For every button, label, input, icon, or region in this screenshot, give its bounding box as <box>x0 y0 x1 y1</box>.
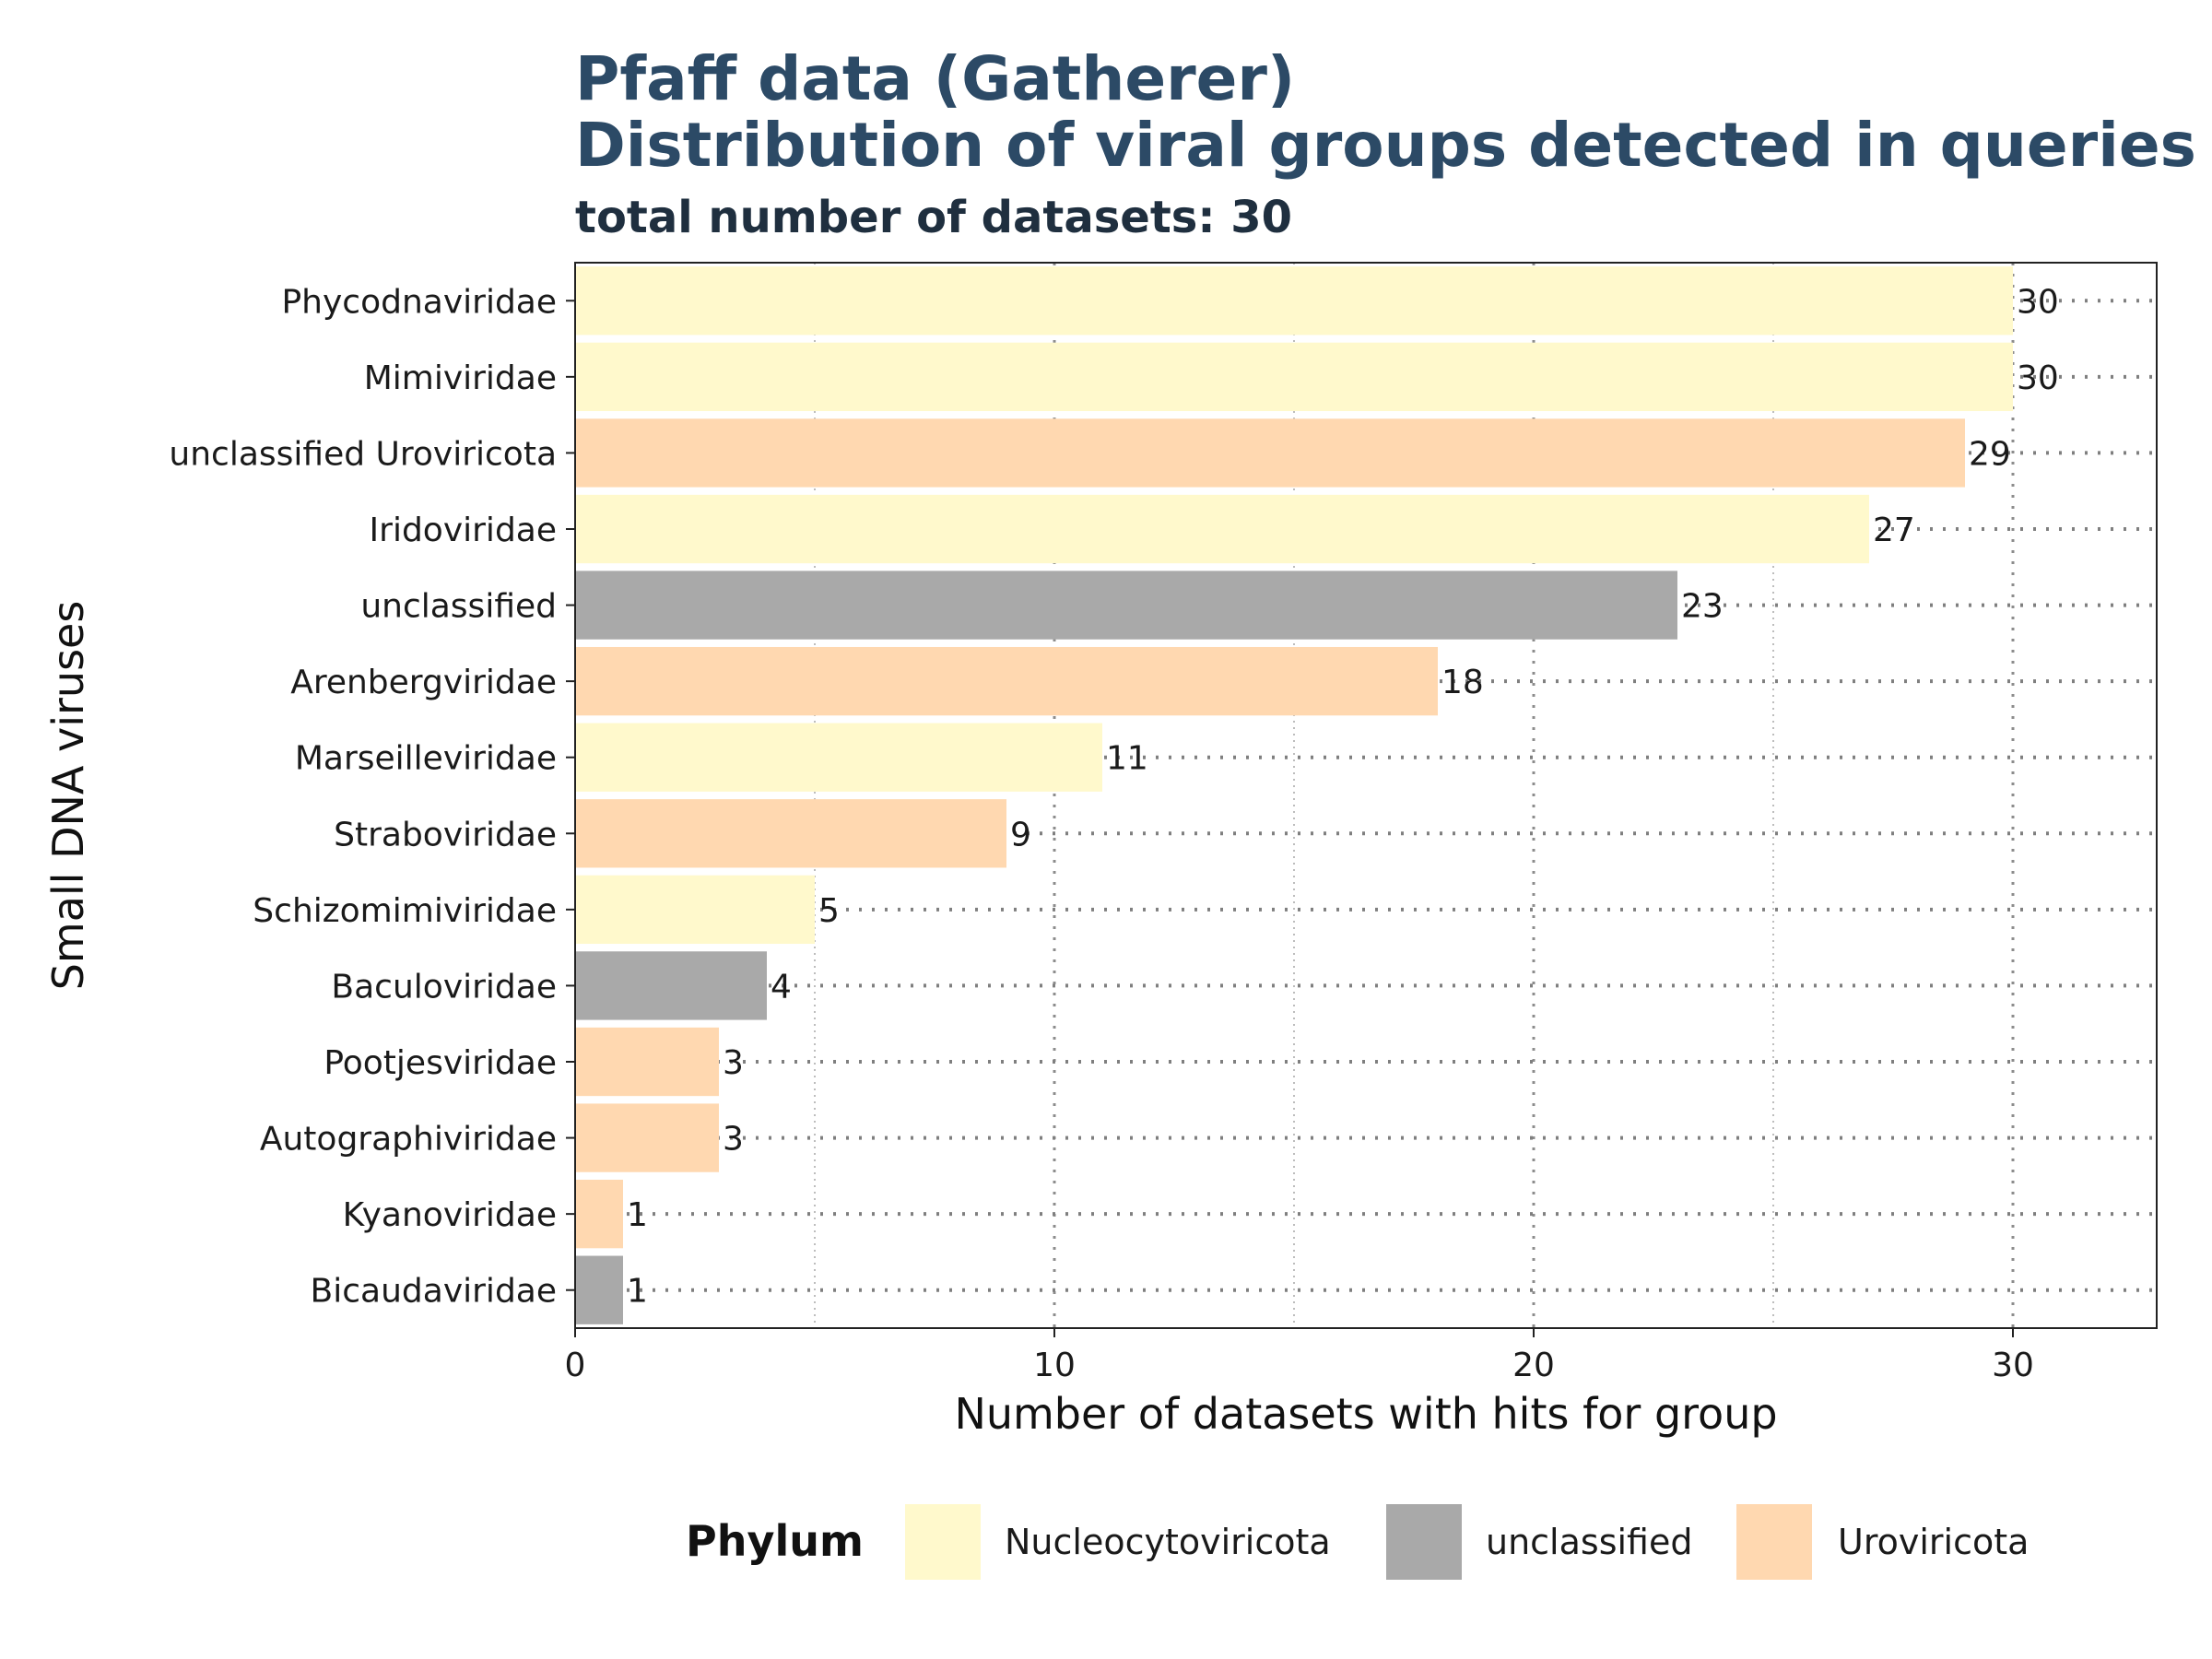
data-label: 4 <box>771 968 792 1006</box>
data-label: 1 <box>627 1196 648 1234</box>
data-label: 3 <box>723 1121 744 1159</box>
legend-title: Phylum <box>686 1516 864 1566</box>
legend-key <box>905 1504 981 1580</box>
bar <box>575 1179 623 1249</box>
x-axis-ticks: 0 10 20 30 <box>565 1328 2034 1384</box>
bar <box>575 723 1102 792</box>
legend-label: Uroviricota <box>1838 1522 2029 1562</box>
legend-key <box>1386 1504 1462 1580</box>
data-label: 5 <box>818 892 840 930</box>
bar <box>575 1255 623 1324</box>
data-label: 3 <box>723 1044 744 1082</box>
bar <box>575 1103 719 1172</box>
y-tick-label: Pootjesviridae <box>324 1044 557 1082</box>
data-label: 23 <box>1681 588 1724 626</box>
y-tick-label: unclassified Uroviricota <box>169 435 557 473</box>
bar <box>575 1027 719 1097</box>
y-tick-label: unclassified <box>360 588 557 626</box>
bar <box>575 266 2013 335</box>
data-label: 29 <box>1969 435 2011 473</box>
chart-title-line-1: Pfaff data (Gatherer) <box>575 43 1295 114</box>
legend: Phylum Nucleocytoviricota unclassified Urov… <box>686 1504 2029 1580</box>
bar <box>575 646 1438 716</box>
y-tick-label: Autographiviridae <box>260 1121 557 1159</box>
x-tick-label: 10 <box>1033 1347 1076 1384</box>
data-label: 11 <box>1106 740 1148 778</box>
y-tick-label: Straboviridae <box>334 816 557 853</box>
bar <box>575 799 1006 868</box>
bar <box>575 342 2013 412</box>
data-label: 18 <box>1441 664 1484 701</box>
bar <box>575 571 1677 640</box>
y-tick-label: Baculoviridae <box>331 968 557 1006</box>
y-tick-label: Iridoviridae <box>370 512 557 549</box>
y-tick-label: Bicaudaviridae <box>311 1273 557 1311</box>
bar <box>575 418 1965 488</box>
legend-key <box>1736 1504 1812 1580</box>
chart-subtitle: total number of datasets: 30 <box>575 192 1292 243</box>
data-label: 9 <box>1010 816 1031 853</box>
legend-label: Nucleocytoviricota <box>1005 1522 1331 1562</box>
chart-title-line-2: Distribution of viral groups detected in… <box>575 110 2196 181</box>
y-tick-label: Mimiviridae <box>364 359 557 397</box>
legend-label: unclassified <box>1486 1522 1693 1562</box>
y-tick-label: Schizomimiviridae <box>253 892 557 930</box>
bar <box>575 875 815 945</box>
y-tick-label: Kyanoviridae <box>343 1196 557 1234</box>
x-axis-title: Number of datasets with hits for group <box>954 1389 1777 1439</box>
x-tick-label: 0 <box>565 1347 586 1384</box>
y-tick-label: Phycodnaviridae <box>281 283 557 321</box>
y-tick-label: Marseilleviridae <box>295 740 557 778</box>
data-label: 30 <box>2017 359 2059 397</box>
data-label: 30 <box>2017 283 2059 321</box>
bar <box>575 494 1869 564</box>
plot-frame <box>574 262 2158 1329</box>
bar <box>575 951 767 1020</box>
data-label: 27 <box>1873 512 1915 549</box>
y-axis-title: Small DNA viruses <box>43 601 93 991</box>
data-label: 1 <box>627 1273 648 1311</box>
x-tick-label: 20 <box>1512 1347 1555 1384</box>
y-tick-label: Arenbergviridae <box>290 664 557 701</box>
x-tick-label: 30 <box>1992 1347 2034 1384</box>
bars <box>575 266 2013 1324</box>
y-axis-ticks: Phycodnaviridae Mimiviridae unclassified U… <box>169 283 575 1311</box>
